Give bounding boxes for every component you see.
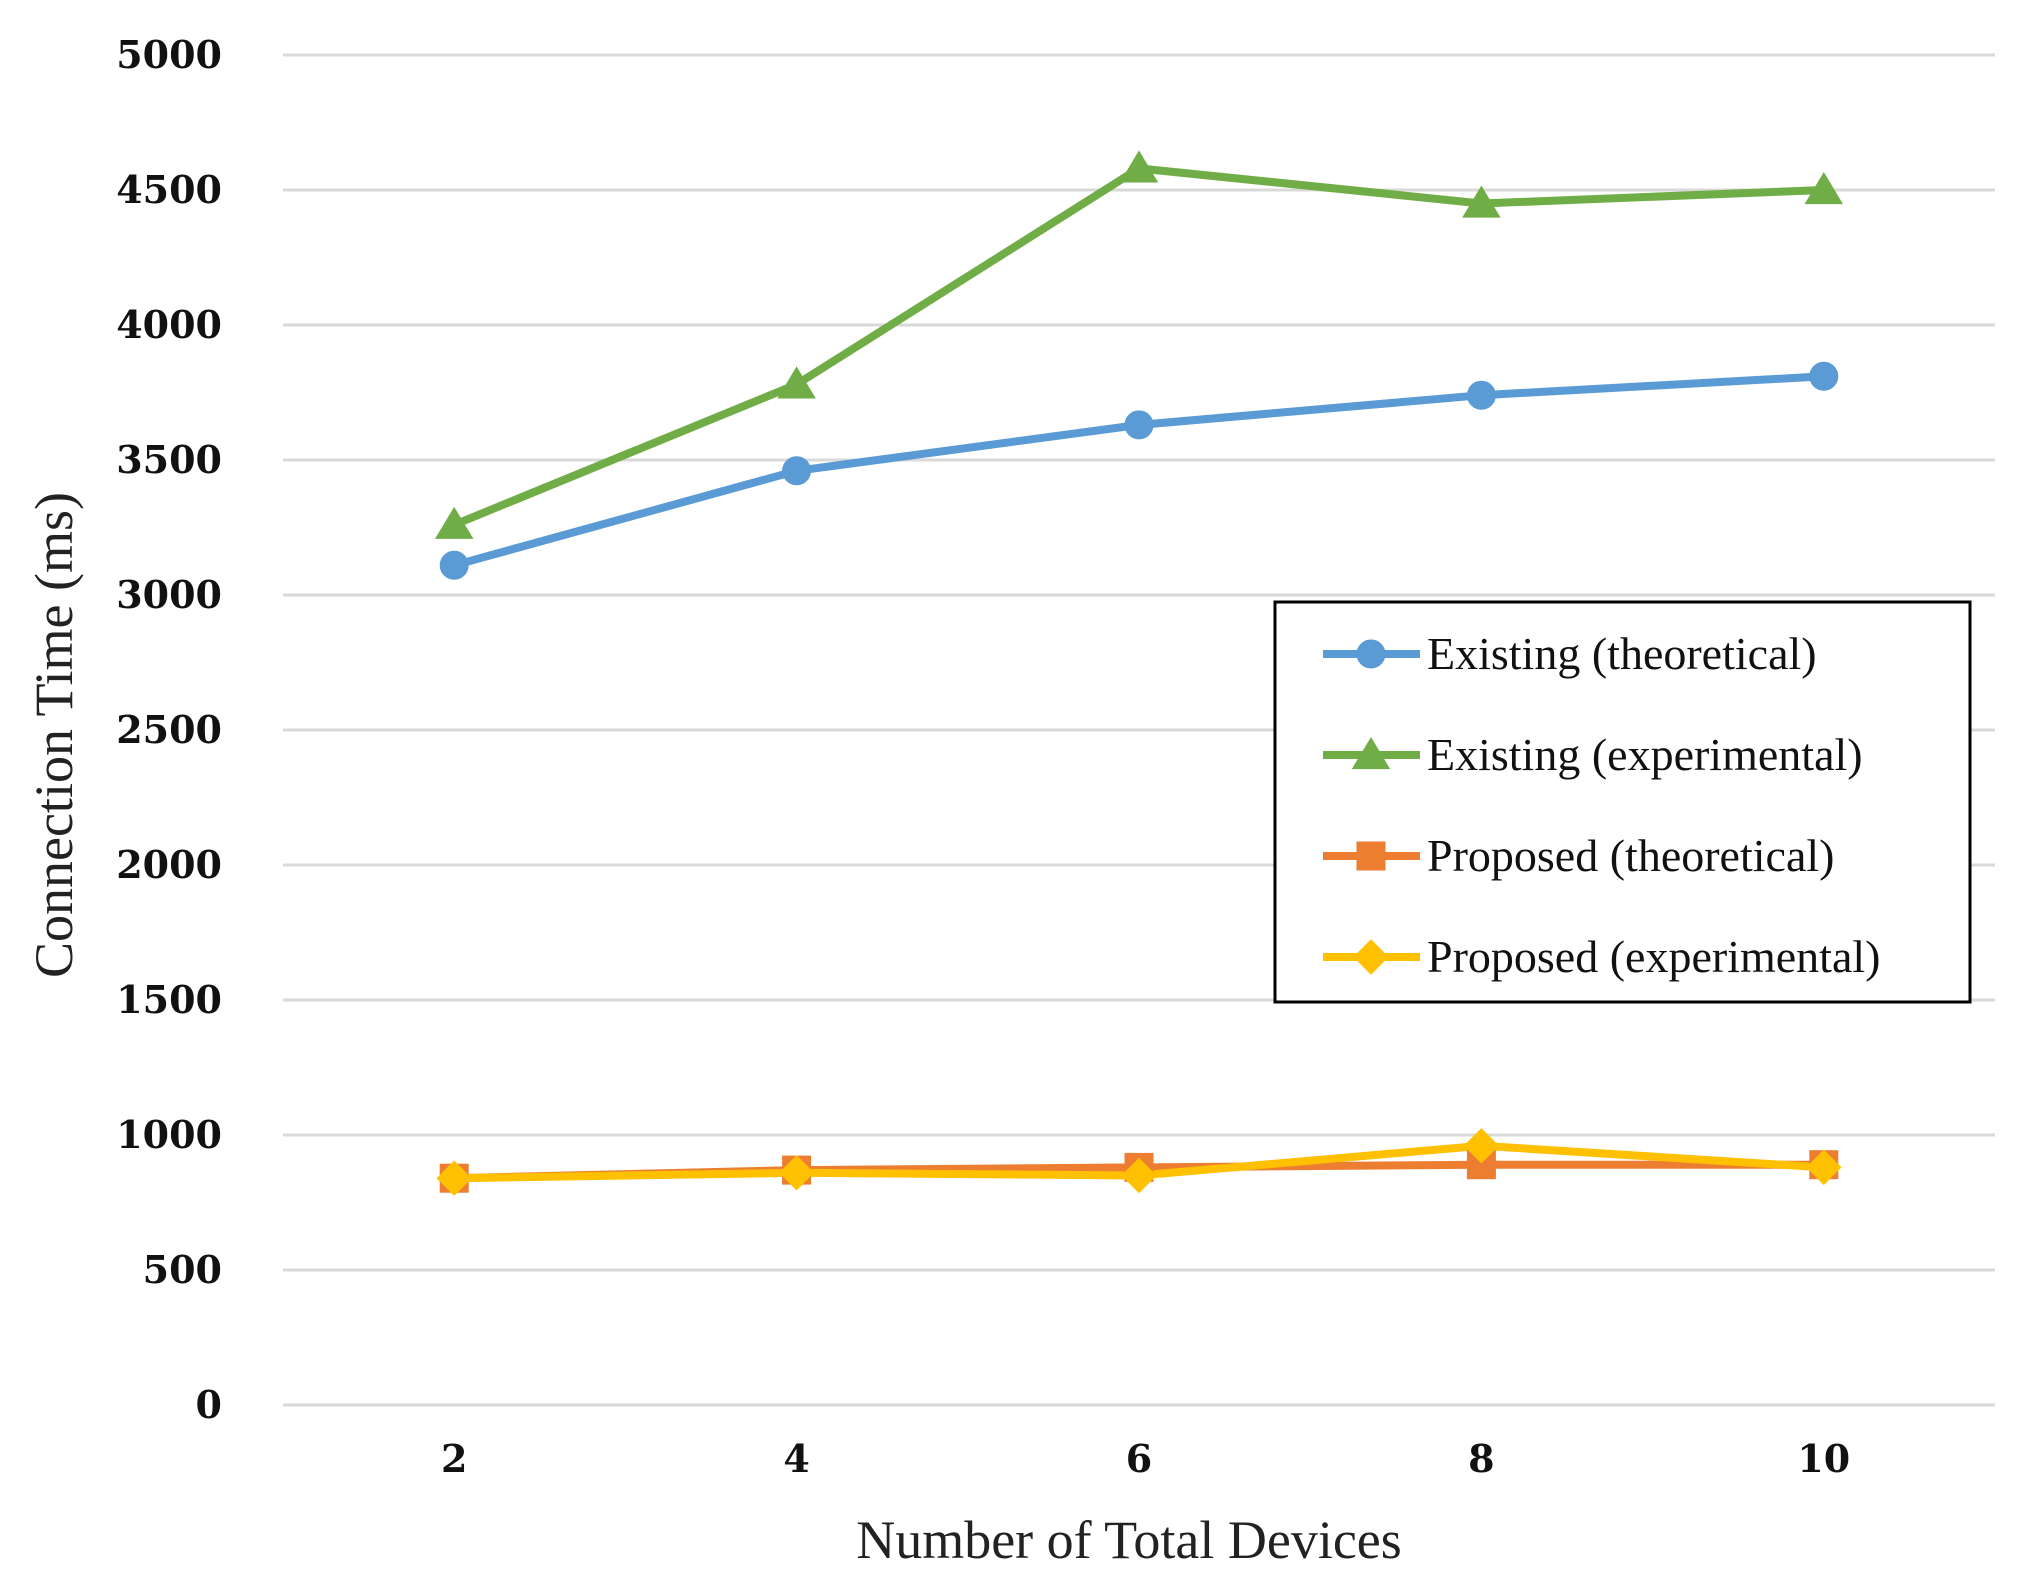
data-point-series-1	[1466, 380, 1496, 410]
legend-swatch-marker	[1353, 939, 1389, 975]
legend-swatch-marker	[1356, 841, 1386, 871]
data-point-series-4	[1806, 1149, 1842, 1186]
x-tick-label: 10	[1797, 1436, 1850, 1481]
y-tick-label: 0	[196, 1382, 222, 1427]
series-line-1	[450, 372, 1828, 570]
legend-label: Existing (experimental)	[1427, 729, 1863, 780]
data-point-series-2	[434, 506, 474, 539]
data-point-series-4	[778, 1155, 815, 1191]
data-point-series-1	[439, 550, 469, 580]
legend-swatch-marker	[1356, 639, 1386, 669]
legend-entries: Existing (theoretical) Existing (experime…	[1323, 628, 1880, 982]
data-point-series-4	[1121, 1157, 1157, 1194]
data-point-series-4	[436, 1160, 472, 1196]
data-point-series-1	[782, 456, 812, 486]
data-point-series-2	[777, 366, 816, 399]
y-tick-label: 4500	[116, 167, 222, 212]
legend: Existing (theoretical) Existing (experime…	[1273, 600, 1972, 1004]
y-axis-ticks: 0 500 1000 1500 2000 2500 3000 3500 4000 4500 5000	[116, 32, 222, 1427]
data-point-series-2	[1804, 172, 1844, 205]
y-tick-label: 500	[143, 1247, 222, 1292]
x-tick-label: 6	[1126, 1436, 1152, 1481]
x-tick-label: 8	[1468, 1436, 1494, 1481]
x-tick-label: 4	[783, 1436, 809, 1481]
data-point-series-1	[1809, 361, 1839, 391]
y-tick-label: 2000	[116, 842, 222, 887]
data-point-series-2	[1462, 185, 1501, 218]
series-line-2	[450, 164, 1828, 529]
legend-label: Proposed (theoretical)	[1427, 830, 1834, 881]
legend-label: Existing (theoretical)	[1427, 628, 1817, 679]
x-axis-title: Number of Total Devices	[856, 1510, 1402, 1570]
x-tick-label: 2	[441, 1436, 467, 1481]
legend-box	[1273, 600, 1972, 1004]
y-tick-label: 3500	[116, 437, 222, 482]
legend-label: Proposed (experimental)	[1427, 931, 1880, 982]
data-point-series-4	[1463, 1128, 1500, 1164]
series-markers	[434, 150, 1844, 1196]
y-tick-label: 1000	[116, 1112, 222, 1157]
data-point-series-2	[1119, 150, 1159, 183]
y-tick-label: 2500	[116, 707, 222, 752]
gridlines	[283, 53, 1995, 1407]
legend-swatch-marker	[1351, 737, 1391, 770]
y-tick-label: 4000	[116, 302, 222, 347]
y-axis-title: Connection Time (ms)	[24, 492, 84, 978]
y-tick-label: 3000	[116, 572, 222, 617]
x-axis-ticks: 2 4 6 8 10	[441, 1436, 1850, 1481]
y-tick-label: 5000	[116, 32, 222, 77]
data-point-series-1	[1124, 410, 1154, 440]
y-tick-label: 1500	[116, 977, 222, 1022]
